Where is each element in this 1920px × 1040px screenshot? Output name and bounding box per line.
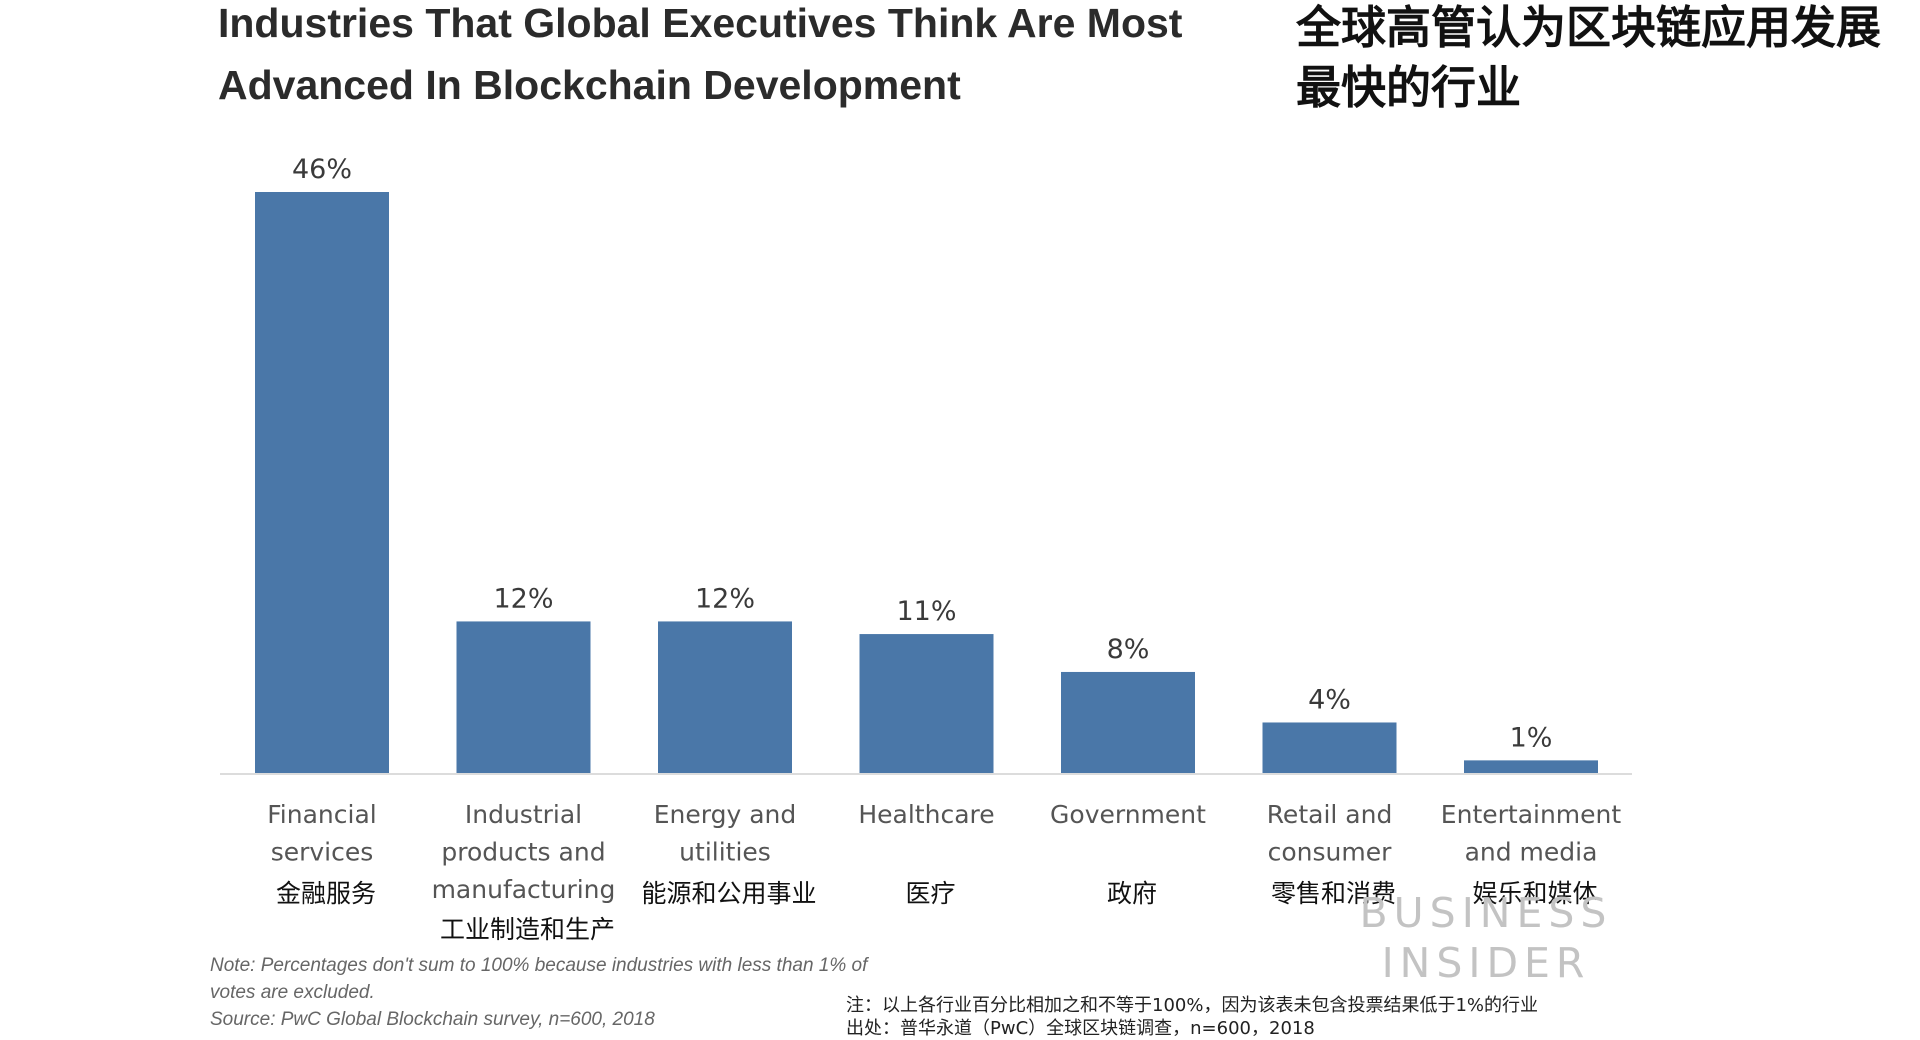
category-label-2-line-3: manufacturing — [432, 875, 616, 904]
data-label-6: 4% — [1308, 684, 1351, 715]
category-label-zh-5: 政府 — [1107, 879, 1157, 908]
bar-5 — [1061, 672, 1195, 773]
data-label-5: 8% — [1107, 634, 1150, 665]
category-label-7-line-2: and media — [1465, 838, 1598, 867]
business-insider-logo: BUSINESS INSIDER — [1340, 888, 1632, 988]
data-label-2: 12% — [493, 583, 553, 614]
category-label-zh-1: 金融服务 — [276, 879, 376, 908]
logo-line-insider: INSIDER — [1340, 938, 1632, 988]
category-label-7-line-1: Entertainment — [1441, 800, 1622, 829]
note-zh-line-2: 出处：普华永道（PwC）全球区块链调查，n=600，2018 — [846, 1017, 1746, 1040]
bar-6 — [1263, 722, 1397, 773]
data-label-1: 46% — [292, 154, 352, 185]
data-label-4: 11% — [896, 596, 956, 627]
category-label-2-line-1: Industrial — [465, 800, 582, 829]
category-label-3-line-1: Energy and — [654, 800, 797, 829]
category-label-4-line-1: Healthcare — [858, 800, 994, 829]
data-label-3: 12% — [695, 583, 755, 614]
category-label-1-line-2: services — [271, 838, 374, 867]
category-label-5-line-1: Government — [1050, 800, 1206, 829]
bar-7 — [1464, 760, 1598, 773]
category-label-3-line-2: utilities — [679, 838, 771, 867]
bar-4 — [860, 634, 994, 773]
category-label-1-line-1: Financial — [267, 800, 376, 829]
data-label-7: 1% — [1510, 722, 1553, 753]
logo-line-business: BUSINESS — [1340, 888, 1632, 938]
category-label-2-line-2: products and — [441, 838, 605, 867]
category-label-zh-4: 医疗 — [905, 879, 955, 908]
bar-2 — [457, 621, 591, 773]
note-zh-line-1: 注：以上各行业百分比相加之和不等于100%，因为该表未包含投票结果低于1%的行业 — [846, 994, 1746, 1017]
bar-chart: 46% Financial services 金融服务 12% Industrial pro… — [0, 0, 1920, 1020]
category-label-6-line-2: consumer — [1268, 838, 1392, 867]
category-label-zh-3: 能源和公用事业 — [641, 879, 816, 908]
category-label-zh-2: 工业制造和生产 — [440, 915, 615, 944]
bar-1 — [255, 192, 389, 773]
chart-note-zh: 注：以上各行业百分比相加之和不等于100%，因为该表未包含投票结果低于1%的行业… — [846, 994, 1746, 1040]
category-label-6-line-1: Retail and — [1267, 800, 1393, 829]
bar-3 — [658, 621, 792, 773]
note-line-1: Note: Percentages don't sum to 100% beca… — [210, 952, 970, 979]
